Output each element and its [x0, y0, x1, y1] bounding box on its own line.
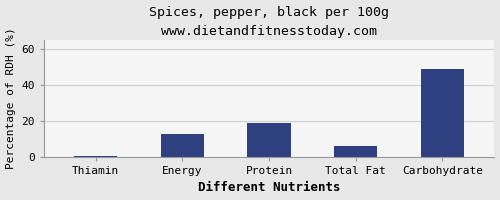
- Bar: [248, 123, 290, 157]
- Bar: [334, 146, 378, 157]
- Bar: [74, 156, 118, 157]
- Bar: [160, 134, 204, 157]
- Title: Spices, pepper, black per 100g
www.dietandfitnesstoday.com: Spices, pepper, black per 100g www.dieta…: [149, 6, 389, 38]
- Bar: [421, 69, 464, 157]
- X-axis label: Different Nutrients: Different Nutrients: [198, 181, 340, 194]
- Y-axis label: Percentage of RDH (%): Percentage of RDH (%): [6, 28, 16, 169]
